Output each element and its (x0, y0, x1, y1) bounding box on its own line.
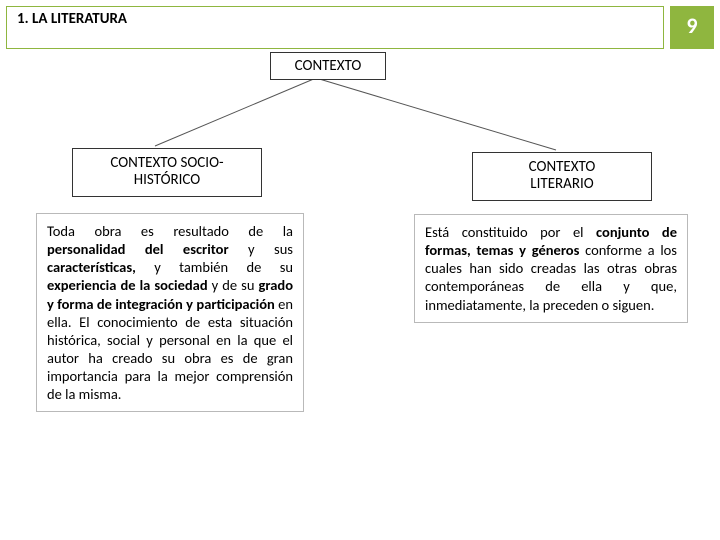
text: y también de su (136, 258, 293, 276)
left-node-label: CONTEXTO SOCIO- HISTÓRICO (72, 148, 262, 197)
text: y sus (229, 240, 293, 258)
root-node-label: CONTEXTO (270, 52, 386, 80)
section-title: 1. LA LITERATURA (6, 6, 664, 49)
text-bold: personalidad del escritor (47, 240, 229, 258)
text-bold: características, (47, 258, 136, 276)
left-node-line2: HISTÓRICO (134, 171, 200, 189)
right-node-line2: LITERARIO (530, 175, 593, 193)
right-description-box: Está constituido por el conjunto de form… (414, 214, 688, 323)
right-node-label: CONTEXTO LITERARIO (472, 152, 652, 201)
text: Está constituido por el (425, 223, 596, 241)
connector-right (316, 78, 556, 150)
text: Toda obra es resultado de la (47, 222, 293, 240)
left-description-box: Toda obra es resultado de la personalida… (36, 213, 304, 412)
connector-left (155, 78, 316, 146)
text: y de su (208, 276, 259, 294)
text-bold: experiencia de la sociedad (47, 276, 208, 294)
right-node-line1: CONTEXTO (529, 158, 596, 176)
page-number-badge: 9 (670, 6, 714, 49)
left-node-line1: CONTEXTO SOCIO- (110, 154, 223, 172)
